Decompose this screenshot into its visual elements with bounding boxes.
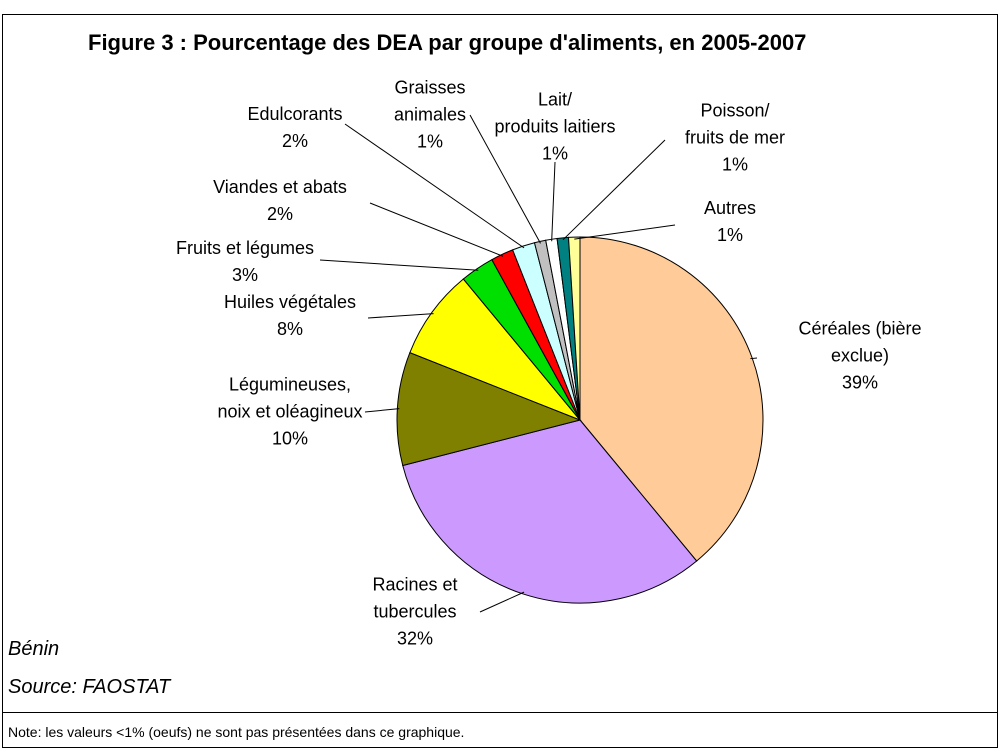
value-label: 3% xyxy=(231,265,258,285)
pie-slice xyxy=(567,236,581,421)
leader-line xyxy=(344,123,525,249)
chart-frame xyxy=(2,14,998,748)
slice-label: Viandes et abats 2% xyxy=(213,174,347,228)
slice-label: Graisses animales 1% xyxy=(394,75,466,156)
leader-line xyxy=(369,202,504,257)
category-label: Légumineuses, noix et oléagineux xyxy=(217,374,363,422)
note: Note: les valeurs <1% (oeufs) ne sont pa… xyxy=(8,724,465,740)
source: Source: FAOSTAT xyxy=(8,676,171,698)
leader-line xyxy=(367,313,434,319)
category-label: Autres xyxy=(703,198,757,218)
category-label: Edulcorants xyxy=(247,104,343,124)
leader-line xyxy=(319,259,479,271)
value-label: 1% xyxy=(541,143,568,164)
country: Bénin xyxy=(8,638,60,660)
slice-label: Fruits et légumes 3% xyxy=(176,235,314,289)
category-label: Viandes et abats xyxy=(213,177,347,197)
separator xyxy=(2,712,998,713)
category-label: Graisses animales xyxy=(393,77,467,125)
leader-line xyxy=(479,591,525,613)
slice-label: Céréales (bière exclue) 39% xyxy=(798,316,921,397)
slice-label: Autres 1% xyxy=(704,195,756,249)
leader-line xyxy=(574,224,676,240)
value-label: 2% xyxy=(281,131,308,151)
leader-line xyxy=(364,408,400,413)
slice-label: Huiles végétales 8% xyxy=(224,289,356,343)
value-label: 1% xyxy=(416,131,444,152)
pie-slice xyxy=(409,278,581,421)
category-label: Racines et tubercules xyxy=(372,574,458,622)
leader-line xyxy=(469,114,541,244)
value-label: 39% xyxy=(841,372,879,393)
slice-label: Racines et tubercules 32% xyxy=(372,572,457,653)
category-label: Fruits et légumes xyxy=(175,238,315,258)
slice-label: Lait/ produits laitiers 1% xyxy=(494,87,615,168)
value-label: 1% xyxy=(721,154,748,175)
pie-slice xyxy=(402,419,698,604)
leader-line xyxy=(562,139,666,241)
value-label: 2% xyxy=(266,204,293,224)
leader-line xyxy=(750,357,758,360)
leader-line xyxy=(551,161,556,242)
slice-label: Poisson/ fruits de mer 1% xyxy=(685,98,785,179)
value-label: 8% xyxy=(276,319,304,339)
value-label: 32% xyxy=(396,628,434,649)
value-label: 1% xyxy=(716,225,743,245)
category-label: Lait/ produits laitiers xyxy=(494,89,616,137)
chart-title: Figure 3 : Pourcentage des DEA par group… xyxy=(88,30,807,55)
value-label: 10% xyxy=(271,428,309,449)
slice-label: Edulcorants 2% xyxy=(247,101,342,155)
slice-label: Légumineuses, noix et oléagineux 10% xyxy=(217,372,362,453)
category-label: Poisson/ fruits de mer xyxy=(684,100,786,148)
category-label: Huiles végétales xyxy=(223,292,357,312)
category-label: Céréales (bière exclue) xyxy=(798,318,922,366)
